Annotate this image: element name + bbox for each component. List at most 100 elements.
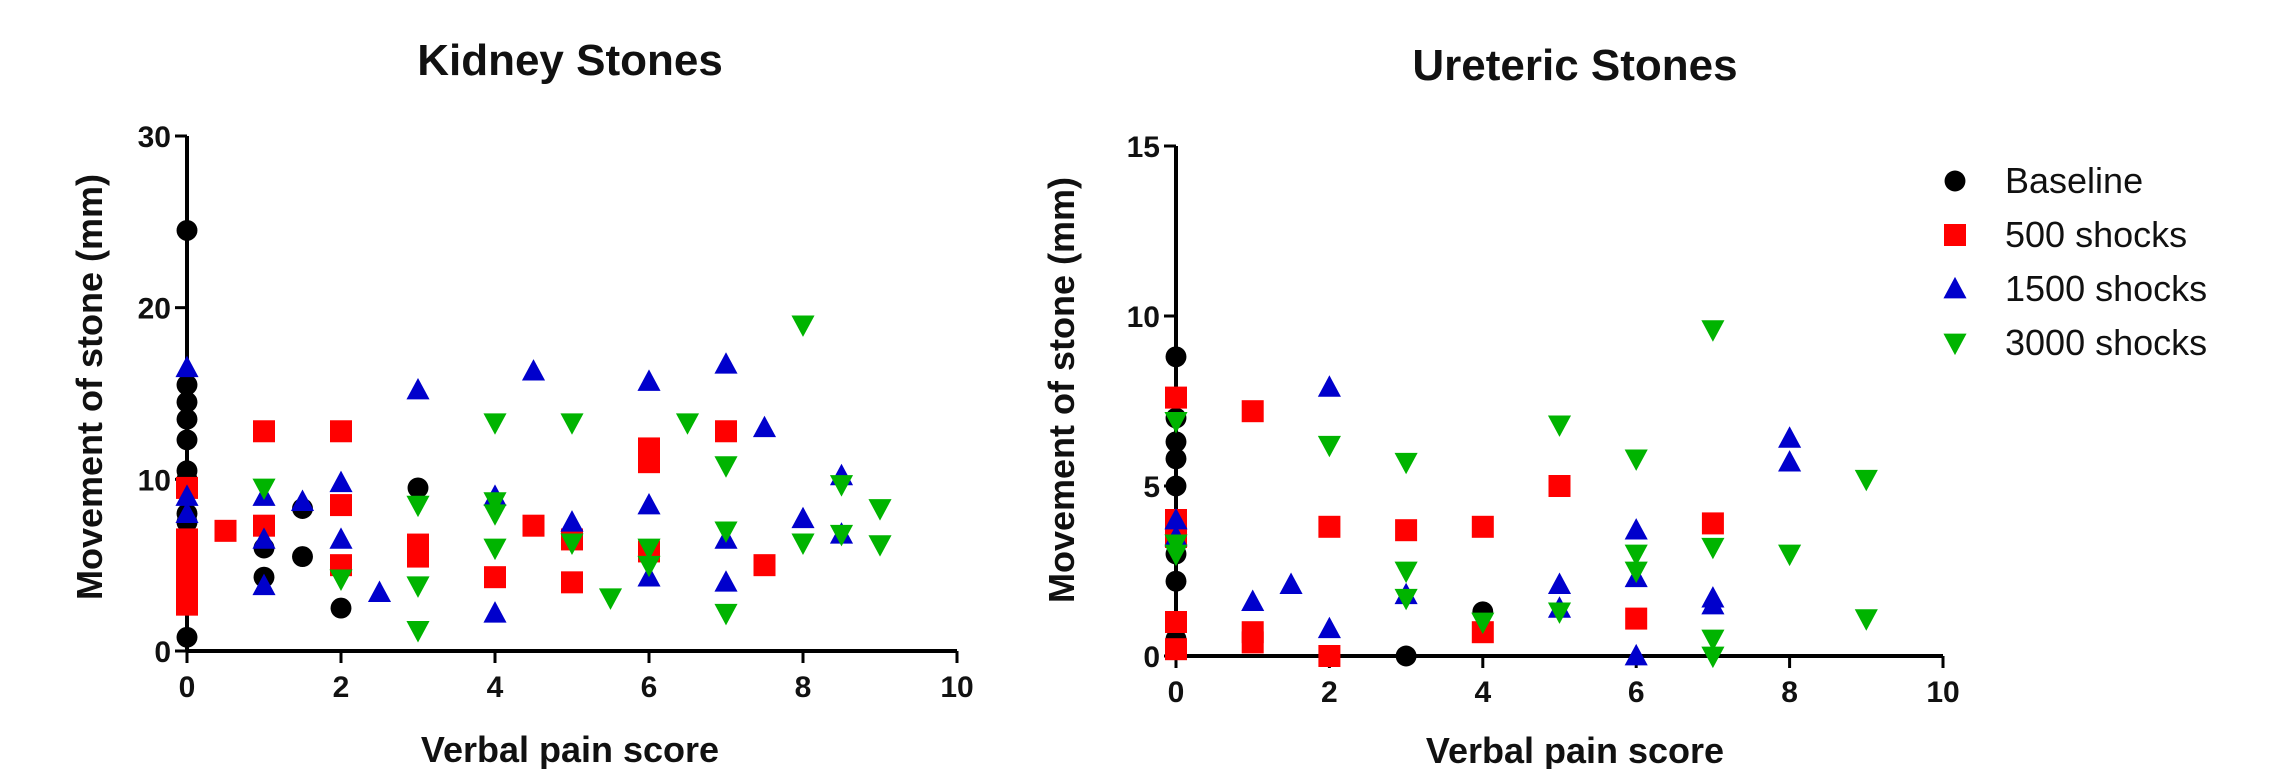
kidney-point-3000-shocks bbox=[829, 475, 854, 497]
kidney-x-ticks: 0 2 4 6 8 10 bbox=[179, 651, 974, 704]
kidney-point-3000-shocks bbox=[252, 478, 276, 501]
ureteric-point-3000-shocks bbox=[1778, 544, 1802, 567]
ureteric-point-500-shocks bbox=[1165, 638, 1187, 661]
ureteric-point-500-shocks bbox=[1318, 645, 1341, 667]
legend-label-500-shocks: 500 shocks bbox=[2005, 214, 2187, 255]
kidney-y-tick-label: 10 bbox=[138, 464, 171, 497]
kidney-point-1500-shocks bbox=[175, 501, 199, 524]
kidney-x-axis-label: Verbal pain score bbox=[421, 729, 719, 769]
ureteric-data-points bbox=[1164, 320, 1878, 669]
kidney-point-3000-shocks bbox=[483, 538, 507, 561]
ureteric-point-baseline bbox=[1165, 431, 1187, 453]
legend-label-baseline: Baseline bbox=[2005, 160, 2143, 201]
ureteric-x-ticks: 0 2 4 6 8 10 bbox=[1168, 656, 1960, 709]
kidney-point-1500-shocks bbox=[714, 570, 738, 592]
kidney-point-500-shocks bbox=[715, 420, 737, 443]
kidney-point-500-shocks bbox=[253, 514, 275, 537]
kidney-point-3000-shocks bbox=[675, 413, 700, 435]
kidney-point-3000-shocks bbox=[791, 533, 815, 555]
kidney-point-1500-shocks bbox=[406, 377, 430, 400]
kidney-point-3000-shocks bbox=[329, 569, 353, 591]
kidney-point-3000-shocks bbox=[560, 413, 584, 435]
ureteric-point-1500-shocks bbox=[1778, 450, 1802, 472]
kidney-y-tick-label: 0 bbox=[154, 636, 171, 669]
kidney-point-500-shocks bbox=[484, 566, 506, 589]
kidney-x-tick-label: 4 bbox=[487, 671, 504, 704]
kidney-point-500-shocks bbox=[638, 451, 660, 474]
ureteric-chart-title: Ureteric Stones bbox=[1412, 41, 1737, 90]
ureteric-point-3000-shocks bbox=[1164, 544, 1188, 567]
ureteric-point-3000-shocks bbox=[1624, 449, 1648, 471]
kidney-y-tick-label: 30 bbox=[138, 121, 171, 154]
kidney-point-3000-shocks bbox=[714, 603, 738, 626]
kidney-point-1500-shocks bbox=[329, 470, 353, 493]
kidney-point-1500-shocks bbox=[175, 355, 199, 378]
ureteric-point-3000-shocks bbox=[1701, 629, 1725, 652]
kidney-chart-title: Kidney Stones bbox=[417, 36, 723, 85]
ureteric-point-1500-shocks bbox=[1624, 643, 1648, 666]
ureteric-point-3000-shocks bbox=[1317, 435, 1341, 458]
ureteric-point-1500-shocks bbox=[1624, 518, 1648, 540]
kidney-point-3000-shocks bbox=[714, 521, 738, 543]
ureteric-point-500-shocks bbox=[1625, 607, 1648, 630]
ureteric-point-500-shocks bbox=[1701, 512, 1724, 535]
kidney-point-500-shocks bbox=[561, 571, 583, 594]
ureteric-point-1500-shocks bbox=[1701, 592, 1725, 615]
ureteric-point-baseline bbox=[1165, 475, 1187, 497]
kidney-point-1500-shocks bbox=[175, 484, 199, 506]
kidney-point-baseline bbox=[176, 626, 198, 648]
kidney-point-3000-shocks bbox=[868, 535, 892, 557]
legend-marker-1500-shocks bbox=[1943, 276, 1967, 299]
kidney-point-500-shocks bbox=[214, 519, 237, 542]
kidney-point-3000-shocks bbox=[637, 538, 661, 561]
ureteric-point-1500-shocks bbox=[1778, 426, 1802, 448]
ureteric-point-500-shocks bbox=[1548, 475, 1571, 497]
kidney-point-500-shocks bbox=[407, 545, 429, 568]
ureteric-point-500-shocks bbox=[1241, 631, 1264, 654]
ureteric-point-1500-shocks bbox=[1241, 589, 1265, 611]
kidney-x-tick-label: 10 bbox=[940, 671, 973, 704]
ureteric-point-3000-shocks bbox=[1701, 320, 1725, 342]
kidney-point-1500-shocks bbox=[367, 580, 392, 602]
kidney-point-3000-shocks bbox=[637, 555, 661, 578]
ureteric-x-tick-label: 4 bbox=[1474, 676, 1491, 709]
ureteric-x-tick-label: 8 bbox=[1781, 676, 1798, 709]
kidney-point-3000-shocks bbox=[560, 533, 584, 555]
ureteric-point-3000-shocks bbox=[1547, 415, 1572, 437]
ureteric-x-tick-label: 2 bbox=[1321, 676, 1338, 709]
kidney-point-baseline bbox=[176, 374, 198, 396]
ureteric-point-1500-shocks bbox=[1317, 616, 1341, 639]
kidney-point-500-shocks bbox=[253, 420, 275, 443]
ureteric-x-tick-label: 0 bbox=[1168, 676, 1185, 709]
kidney-point-1500-shocks bbox=[637, 369, 661, 391]
kidney-point-500-shocks bbox=[176, 593, 198, 616]
ureteric-point-3000-shocks bbox=[1854, 469, 1878, 492]
kidney-point-3000-shocks bbox=[483, 413, 507, 435]
kidney-point-1500-shocks bbox=[637, 492, 661, 515]
ureteric-point-3000-shocks bbox=[1394, 561, 1418, 584]
ureteric-y-tick-label: 15 bbox=[1127, 131, 1160, 164]
kidney-point-3000-shocks bbox=[406, 495, 430, 518]
kidney-point-3000-shocks bbox=[483, 504, 507, 526]
ureteric-point-3000-shocks bbox=[1701, 646, 1725, 669]
kidney-point-1500-shocks bbox=[560, 510, 584, 532]
ureteric-point-500-shocks bbox=[1471, 515, 1494, 538]
ureteric-point-baseline bbox=[1165, 448, 1187, 470]
ureteric-point-3000-shocks bbox=[1701, 537, 1725, 560]
ureteric-point-baseline bbox=[1395, 645, 1417, 667]
kidney-point-3000-shocks bbox=[598, 588, 623, 610]
ureteric-y-axis-label: Movement of stone (mm) bbox=[1041, 177, 1082, 603]
kidney-point-500-shocks bbox=[330, 494, 352, 517]
kidney-x-tick-label: 0 bbox=[179, 671, 196, 704]
ureteric-point-3000-shocks bbox=[1164, 412, 1188, 434]
legend-marker-3000-shocks bbox=[1943, 333, 1967, 356]
kidney-data-points bbox=[175, 219, 892, 648]
kidney-point-baseline bbox=[176, 408, 198, 430]
kidney-point-1500-shocks bbox=[791, 506, 815, 529]
ureteric-point-500-shocks bbox=[1165, 386, 1187, 409]
ureteric-point-3000-shocks bbox=[1624, 561, 1648, 584]
ureteric-point-500-shocks bbox=[1241, 400, 1264, 423]
kidney-point-1500-shocks bbox=[252, 527, 276, 549]
kidney-point-3000-shocks bbox=[829, 524, 854, 547]
kidney-point-baseline bbox=[407, 477, 429, 499]
